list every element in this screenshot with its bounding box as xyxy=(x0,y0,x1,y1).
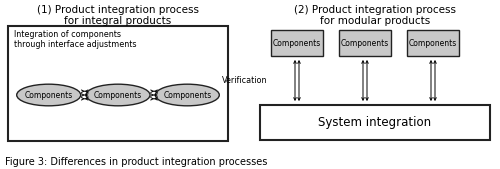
Text: Components: Components xyxy=(273,39,321,47)
Text: Components: Components xyxy=(94,91,142,100)
Text: (2) Product integration process: (2) Product integration process xyxy=(294,5,456,15)
Text: Components: Components xyxy=(163,91,212,100)
Text: (1) Product integration process: (1) Product integration process xyxy=(37,5,199,15)
Text: Components: Components xyxy=(341,39,389,47)
Text: for modular products: for modular products xyxy=(320,16,430,26)
Bar xyxy=(339,30,391,56)
Text: Verification: Verification xyxy=(222,76,267,85)
Bar xyxy=(8,26,228,141)
Text: System integration: System integration xyxy=(318,116,432,129)
Text: for integral products: for integral products xyxy=(64,16,172,26)
Ellipse shape xyxy=(86,84,150,106)
Bar xyxy=(271,30,323,56)
Text: Figure 3: Differences in product integration processes: Figure 3: Differences in product integra… xyxy=(5,157,268,167)
Bar xyxy=(407,30,459,56)
Ellipse shape xyxy=(156,84,220,106)
Text: Integration of components
through interface adjustments: Integration of components through interf… xyxy=(14,30,136,49)
Bar xyxy=(260,105,490,140)
Ellipse shape xyxy=(16,84,80,106)
Text: Components: Components xyxy=(24,91,73,100)
Text: Components: Components xyxy=(409,39,457,47)
